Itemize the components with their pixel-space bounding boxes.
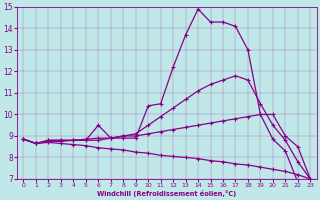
X-axis label: Windchill (Refroidissement éolien,°C): Windchill (Refroidissement éolien,°C): [97, 190, 236, 197]
